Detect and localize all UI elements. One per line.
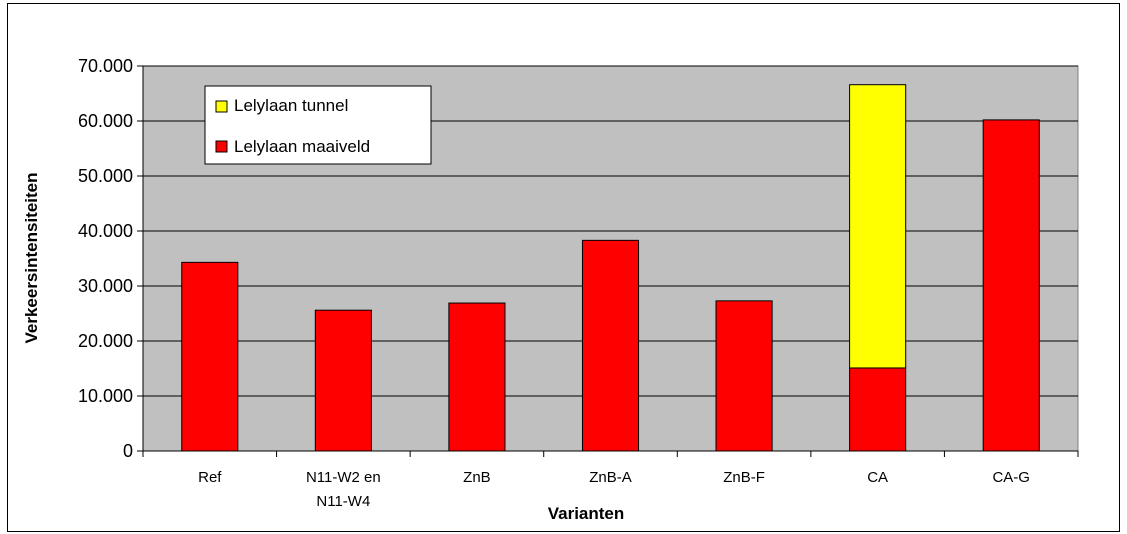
axes: 0 10.000 20.000 30.000 40.000 50.000 60.000 70.…: [78, 56, 1079, 510]
bars: [181, 84, 1040, 452]
x-tick-label: N11-W4: [316, 493, 370, 510]
bar-tunnel: [849, 84, 907, 369]
legend-box: [204, 85, 432, 165]
y-tick-label: 70.000: [78, 56, 133, 76]
y-tick-label: 10.000: [78, 386, 133, 406]
x-tick-label: CA: [867, 469, 888, 486]
bar-maaiveld: [448, 302, 506, 452]
x-tick-label: ZnB: [463, 469, 491, 486]
x-tick-label: ZnB-A: [589, 469, 632, 486]
y-tick-label: 40.000: [78, 221, 133, 241]
legend-label-tunnel: Lelylaan tunnel: [234, 96, 348, 115]
x-axis-title: Varianten: [548, 504, 625, 523]
bar-maaiveld: [982, 119, 1040, 452]
legend-swatch-maaiveld: [215, 140, 228, 153]
x-tick-label: ZnB-F: [723, 469, 765, 486]
bar-maaiveld: [181, 261, 239, 452]
y-tick-label: 0: [123, 441, 133, 461]
y-tick-label: 50.000: [78, 166, 133, 186]
y-tick-label: 20.000: [78, 331, 133, 351]
bar-maaiveld: [314, 309, 372, 452]
bar-maaiveld: [581, 239, 640, 452]
legend-label-maaiveld: Lelylaan maaiveld: [234, 137, 370, 156]
y-tick-label: 30.000: [78, 276, 133, 296]
bar-maaiveld: [715, 300, 773, 452]
bar-maaiveld: [849, 367, 907, 452]
legend: Lelylaan tunnel Lelylaan maaiveld: [204, 85, 432, 165]
x-tick-label: CA-G: [992, 469, 1030, 486]
y-tick-label: 60.000: [78, 111, 133, 131]
legend-swatch-tunnel: [215, 100, 228, 113]
y-axis-title: Verkeersintensiteiten: [22, 172, 41, 343]
x-tick-label: N11-W2 en: [306, 469, 381, 486]
x-tick-label: Ref: [198, 469, 222, 486]
